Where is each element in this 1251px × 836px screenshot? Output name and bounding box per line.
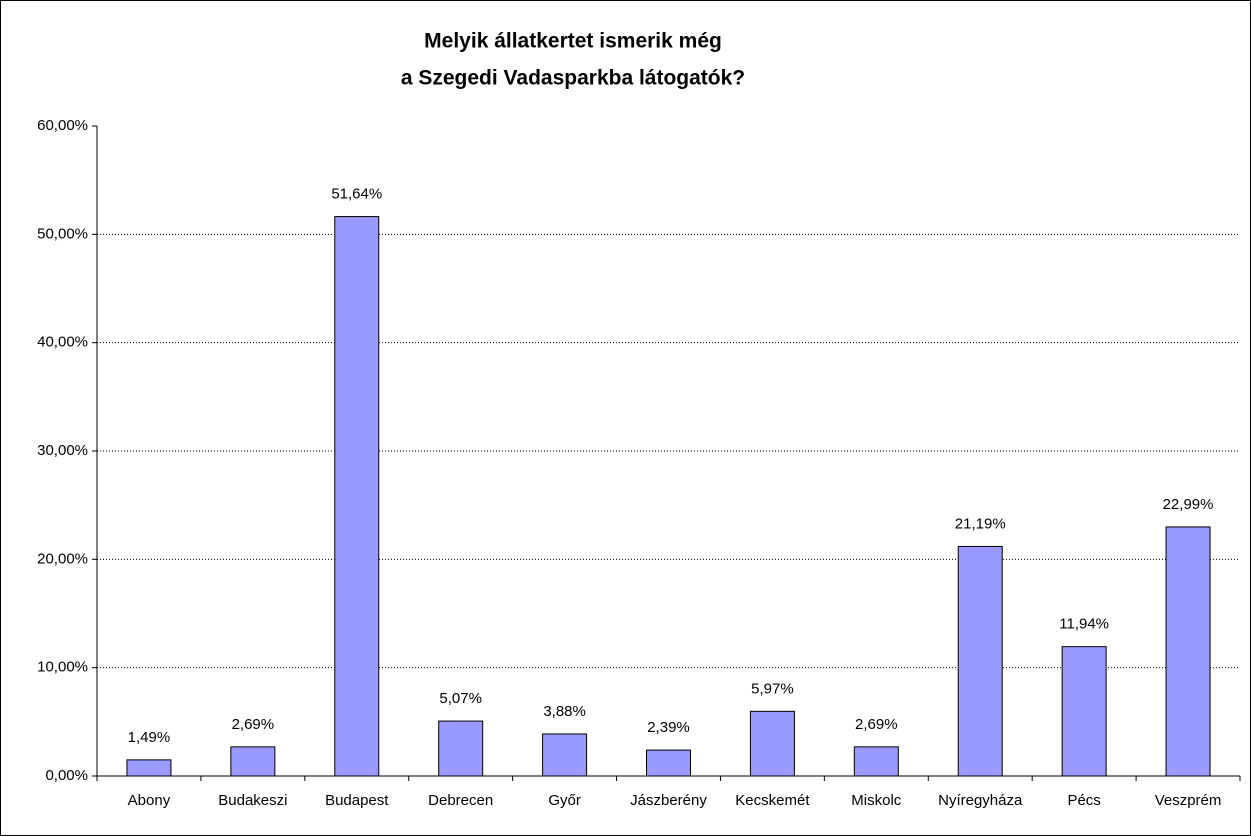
y-tick-label: 10,00%: [37, 659, 88, 676]
x-tick-label: Budakeszi: [218, 792, 287, 809]
bar: [957, 545, 1003, 777]
data-label: 5,97%: [751, 680, 794, 697]
bar: [334, 216, 380, 777]
x-tick-label: Pécs: [1067, 792, 1100, 809]
y-tick-label: 30,00%: [37, 442, 88, 459]
x-tick-label: Debrecen: [428, 792, 493, 809]
data-label: 51,64%: [331, 186, 382, 203]
x-tick-label: Nyíregyháza: [938, 792, 1023, 809]
data-label: 2,69%: [232, 716, 275, 733]
bar: [749, 710, 795, 777]
bar: [646, 749, 691, 777]
y-tick-label: 20,00%: [37, 550, 88, 567]
data-label: 11,94%: [1059, 616, 1109, 633]
bar: [438, 720, 484, 777]
data-label: 3,88%: [543, 703, 586, 720]
bar: [1061, 646, 1107, 777]
data-label: 5,07%: [439, 690, 482, 707]
data-label: 2,39%: [647, 719, 690, 736]
y-tick-label: 40,00%: [37, 334, 88, 351]
x-tick-label: Jászberény: [630, 792, 707, 809]
x-tick-label: Veszprém: [1155, 792, 1222, 809]
y-tick-label: 0,00%: [45, 767, 88, 784]
data-label: 2,69%: [855, 716, 898, 733]
x-tick-label: Győr: [548, 792, 581, 809]
data-label: 21,19%: [955, 515, 1006, 532]
x-tick-label: Miskolc: [851, 792, 902, 809]
bar: [230, 746, 276, 777]
bar: [1165, 526, 1211, 777]
chart-title: a Szegedi Vadasparkba látogatók?: [401, 67, 745, 90]
bar: [542, 733, 588, 777]
data-label: 1,49%: [128, 729, 171, 746]
y-tick-label: 60,00%: [37, 117, 88, 134]
x-tick-label: Kecskemét: [735, 792, 810, 809]
y-tick-label: 50,00%: [37, 225, 88, 242]
data-label: 22,99%: [1163, 496, 1214, 513]
bar: [126, 759, 172, 777]
x-tick-label: Budapest: [325, 792, 389, 809]
chart-title: Melyik állatkertet ismerik még: [424, 30, 722, 53]
bar: [853, 746, 899, 777]
x-tick-label: Abony: [128, 792, 171, 809]
